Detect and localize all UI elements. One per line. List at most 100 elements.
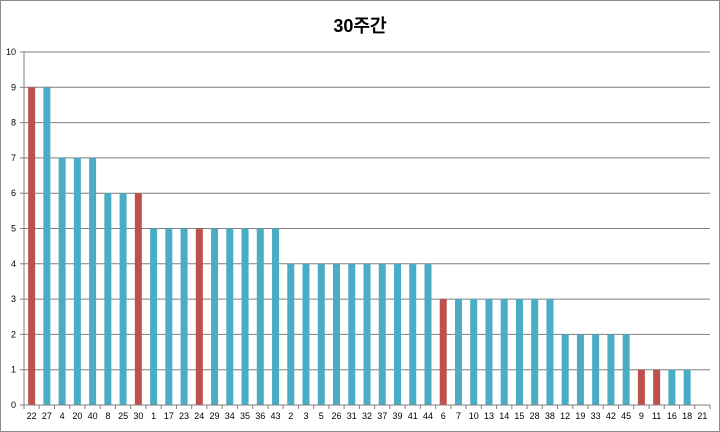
bar-25	[119, 193, 127, 405]
bar-14	[500, 299, 508, 405]
bar-40	[89, 157, 97, 405]
bar-28	[531, 299, 539, 405]
x-tick-label: 39	[392, 411, 402, 421]
y-tick-label: 0	[11, 400, 16, 410]
bar-11	[653, 369, 661, 405]
x-tick-label: 9	[639, 411, 644, 421]
bar-32	[363, 263, 371, 405]
axes	[20, 51, 711, 409]
x-tick-label: 15	[514, 411, 524, 421]
x-tick-label: 29	[210, 411, 220, 421]
bar-38	[546, 299, 554, 405]
bar-2	[287, 263, 295, 405]
x-tick-label: 16	[667, 411, 677, 421]
x-tick-label: 44	[423, 411, 433, 421]
x-tick-label: 27	[42, 411, 52, 421]
bar-23	[180, 228, 188, 405]
x-tick-label: 23	[179, 411, 189, 421]
bar-42	[607, 334, 615, 405]
x-tick-label: 6	[441, 411, 446, 421]
x-tick-label: 22	[27, 411, 37, 421]
y-tick-label: 10	[6, 47, 16, 57]
bar-5	[317, 263, 325, 405]
x-tick-label: 3	[304, 411, 309, 421]
bar-35	[241, 228, 249, 405]
y-tick-label: 6	[11, 188, 16, 198]
bar-33	[592, 334, 600, 405]
bar-41	[409, 263, 417, 405]
x-tick-label: 25	[118, 411, 128, 421]
bar-37	[378, 263, 386, 405]
x-tick-label: 18	[682, 411, 692, 421]
x-tick-label: 30	[133, 411, 143, 421]
bar-24	[195, 228, 203, 405]
bar-19	[576, 334, 584, 405]
bar-8	[104, 193, 112, 405]
x-tick-label: 1	[151, 411, 156, 421]
bar-34	[226, 228, 234, 405]
x-tick-label: 41	[408, 411, 418, 421]
x-tick-label: 38	[545, 411, 555, 421]
bar-13	[485, 299, 493, 405]
bar-20	[73, 157, 81, 405]
x-tick-label: 42	[606, 411, 616, 421]
y-tick-label: 4	[11, 259, 16, 269]
x-tick-label: 24	[194, 411, 204, 421]
bar-45	[622, 334, 630, 405]
bar-30	[134, 193, 142, 405]
x-tick-label: 19	[575, 411, 585, 421]
bar-4	[58, 157, 66, 405]
bar-36	[256, 228, 264, 405]
x-tick-label: 5	[319, 411, 324, 421]
x-tick-label: 31	[347, 411, 357, 421]
y-tick-label: 1	[11, 365, 16, 375]
bars	[28, 87, 691, 406]
bar-43	[272, 228, 280, 405]
y-axis-ticks: 0 1 2 3 4 5 6 7 8 9 10	[6, 47, 16, 410]
bar-26	[333, 263, 341, 405]
x-tick-label: 36	[255, 411, 265, 421]
x-tick-label: 37	[377, 411, 387, 421]
bar-27	[43, 87, 51, 406]
bar-10	[470, 299, 478, 405]
bar-1	[150, 228, 158, 405]
bar-12	[561, 334, 569, 405]
y-tick-label: 7	[11, 153, 16, 163]
x-tick-label: 35	[240, 411, 250, 421]
bar-7	[454, 299, 462, 405]
x-tick-label: 7	[456, 411, 461, 421]
x-tick-label: 13	[484, 411, 494, 421]
x-tick-label: 10	[469, 411, 479, 421]
bar-18	[683, 369, 691, 405]
x-tick-label: 21	[697, 411, 707, 421]
y-tick-label: 2	[11, 329, 16, 339]
x-tick-label: 32	[362, 411, 372, 421]
x-tick-label: 26	[332, 411, 342, 421]
x-tick-label: 2	[288, 411, 293, 421]
x-tick-label: 14	[499, 411, 509, 421]
bar-29	[211, 228, 219, 405]
x-tick-label: 43	[271, 411, 281, 421]
x-tick-label: 4	[60, 411, 65, 421]
x-tick-label: 45	[621, 411, 631, 421]
bar-39	[393, 263, 401, 405]
bar-31	[348, 263, 356, 405]
x-tick-label: 17	[164, 411, 174, 421]
x-axis-ticks: 22 27 4 20 40 8 25 30 1 17 23 24 29 34 35 36 43 2 3 5 26 31 32…	[27, 411, 708, 421]
x-tick-label: 11	[652, 411, 661, 421]
x-tick-label: 20	[72, 411, 82, 421]
bar-22	[28, 87, 36, 406]
bar-17	[165, 228, 173, 405]
x-tick-label: 8	[105, 411, 110, 421]
bar-3	[302, 263, 310, 405]
y-tick-label: 5	[11, 224, 16, 234]
y-tick-label: 3	[11, 294, 16, 304]
bar-15	[515, 299, 523, 405]
chart-title: 30주간	[333, 16, 387, 36]
bar-44	[424, 263, 432, 405]
x-tick-label: 28	[530, 411, 540, 421]
bar-9	[637, 369, 645, 405]
x-tick-label: 12	[560, 411, 570, 421]
y-tick-label: 8	[11, 118, 16, 128]
